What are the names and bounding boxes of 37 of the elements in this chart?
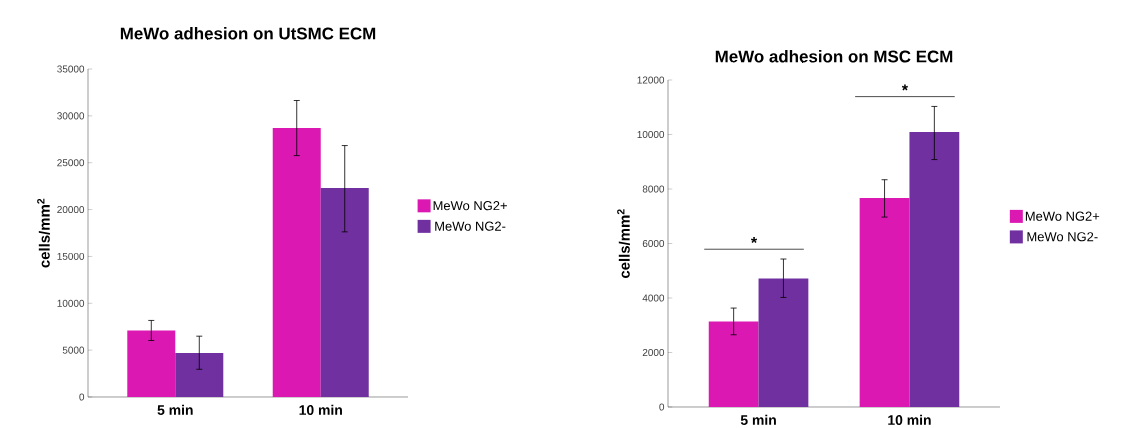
bar (127, 330, 176, 397)
y-tick-label: 8000 (642, 185, 665, 193)
y-tick-label: 6000 (642, 239, 665, 247)
x-tick-label: 5 min (157, 404, 193, 415)
y-tick-label: 0 (659, 403, 665, 411)
annotation: * (901, 84, 909, 91)
annotation: * (750, 236, 758, 243)
bar (320, 187, 369, 397)
bar (909, 131, 960, 407)
y-axis-title: cells/mm$^{2}$ (617, 209, 630, 278)
legend-label: MeWo NG2+ (1025, 211, 1100, 221)
bar (859, 197, 910, 407)
y-tick-label: 12000 (637, 76, 665, 84)
y-tick-label: 5000 (62, 346, 85, 354)
y-tick-label: 25000 (57, 159, 85, 167)
y-tick-label: 35000 (57, 65, 85, 73)
legend-label: MeWo NG2+ (433, 200, 507, 211)
legend-label: MeWo NG2- (435, 221, 506, 231)
chart-title: MeWo adhesion on MSC ECM (715, 49, 953, 63)
y-tick-label: 10000 (637, 130, 665, 138)
bar (175, 352, 224, 397)
y-axis-title: cells/mm$^{2}$ (37, 198, 50, 268)
x-tick-label: 10 min (888, 414, 931, 425)
legend-label: MeWo NG2- (1027, 231, 1098, 242)
y-tick-label: 15000 (57, 252, 85, 260)
x-tick-label: 10 min (299, 404, 342, 415)
y-tick-label: 4000 (642, 294, 665, 302)
bar (708, 321, 759, 407)
y-tick-label: 10000 (57, 299, 85, 307)
y-tick-label: 0 (79, 393, 85, 401)
chart-title: MeWo adhesion on UtSMC ECM (120, 26, 376, 40)
bar (272, 127, 321, 397)
y-tick-label: 30000 (57, 112, 85, 120)
x-tick-label: 5 min (740, 414, 776, 425)
y-tick-label: 20000 (57, 205, 85, 213)
y-tick-label: 2000 (642, 348, 665, 356)
bar (758, 278, 809, 407)
